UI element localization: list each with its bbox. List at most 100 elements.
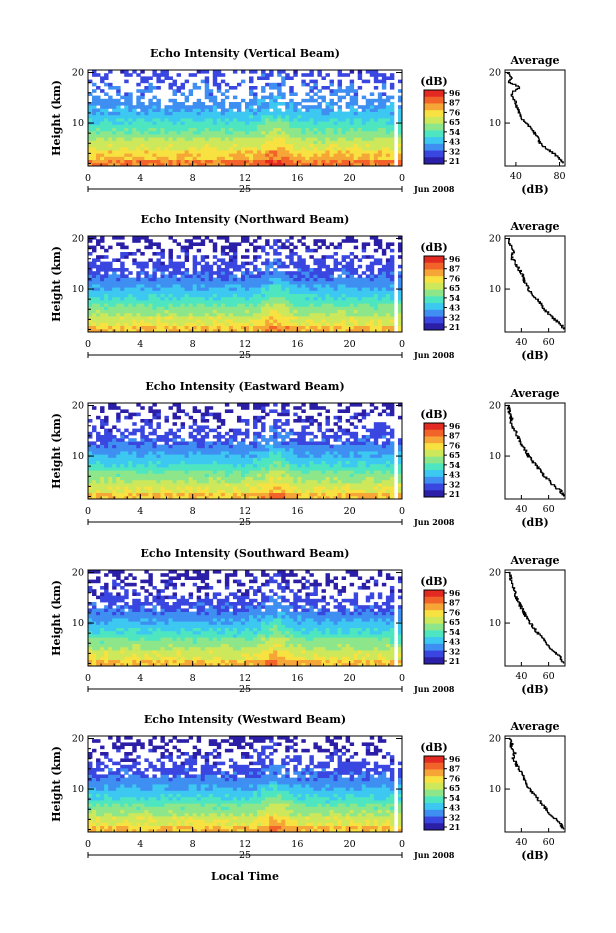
heatmap-cell [128,297,132,301]
x-tick-label: 16 [291,339,303,350]
heatmap-cell [213,287,217,291]
heatmap-cell [301,140,305,144]
heatmap-cell [334,489,338,493]
heatmap-cell [136,310,140,314]
heatmap-cell [326,470,330,474]
heatmap-cell [253,134,257,138]
heatmap-cell [334,92,338,96]
heatmap-cell [253,300,257,304]
heatmap-cell [209,284,213,288]
heatmap-cell [382,486,386,490]
heatmap-cell [281,131,285,135]
heatmap-cell [362,451,366,455]
heatmap-cell [366,144,370,148]
heatmap-cell [321,493,325,497]
heatmap [88,70,402,166]
heatmap-cell [249,477,253,481]
heatmap-cell [326,306,330,310]
heatmap-cell [241,457,245,461]
heatmap-cell [338,483,342,487]
heatmap-cell [92,457,96,461]
heatmap-cell [285,489,289,493]
heatmap-cell [120,284,124,288]
heatmap-cell [124,294,128,298]
heatmap-cell [334,319,338,323]
heatmap-cell [201,108,205,112]
heatmap-cell [96,470,100,474]
heatmap-cell [160,156,164,160]
heatmap-cell [120,118,124,122]
heatmap-cell [152,137,156,141]
heatmap-cell [245,144,249,148]
heatmap-cell [285,287,289,291]
heatmap-cell [217,294,221,298]
heatmap-cell [309,131,313,135]
heatmap-cell [201,105,205,109]
heatmap-cell [386,268,390,272]
heatmap-cell [273,102,277,106]
heatmap-cell [313,319,317,323]
heatmap-cell [185,96,189,100]
heatmap-cell [189,486,193,490]
heatmap-cell [128,278,132,282]
heatmap-cell [342,461,346,465]
average-x-tick-label: 80 [553,171,565,182]
heatmap-cell [370,134,374,138]
heatmap-cell [297,457,301,461]
heatmap-cell [201,319,205,323]
heatmap-cell [148,274,152,278]
heatmap-cell [128,128,132,132]
heatmap-cell [317,287,321,291]
heatmap-cell [92,124,96,128]
heatmap-cell [366,467,370,471]
heatmap-cell [112,473,116,477]
heatmap-cell [277,316,281,320]
colorbar-tick-label: 65 [449,283,460,293]
heatmap-cell [164,118,168,122]
heatmap-cell [265,96,269,100]
heatmap-cell [265,319,269,323]
heatmap-cell [177,156,181,160]
heatmap-cell [350,99,354,103]
heatmap-cell [120,297,124,301]
heatmap-cell [96,137,100,141]
heatmap-cell [330,284,334,288]
heatmap-cell [317,473,321,477]
heatmap-cell [334,294,338,298]
heatmap-cell [330,128,334,132]
heatmap-cell [225,454,229,458]
heatmap-cell [144,483,148,487]
heatmap-cell [374,128,378,132]
heatmap-cell [229,451,233,455]
heatmap-cell [148,131,152,135]
heatmap-cell [237,128,241,132]
heatmap-cell [326,271,330,275]
heatmap-cell [124,115,128,119]
heatmap-cell [132,470,136,474]
heatmap-cell [185,131,189,135]
heatmap-cell [301,128,305,132]
heatmap-cell [148,124,152,128]
heatmap-cell [382,140,386,144]
heatmap-cell [148,121,152,125]
average-y-tick-label: 10 [489,118,501,129]
heatmap-cell [334,150,338,154]
heatmap-cell [257,147,261,151]
heatmap-cell [173,239,177,243]
heatmap-cell [370,108,374,112]
heatmap-cell [313,83,317,87]
heatmap-cell [305,319,309,323]
heatmap-cell [124,303,128,307]
heatmap-cell [132,477,136,481]
heatmap-cell [277,112,281,116]
heatmap-cell [88,274,92,278]
heatmap-cell [374,150,378,154]
heatmap-cell [169,108,173,112]
heatmap-cell [241,310,245,314]
heatmap-cell [390,281,394,285]
heatmap-cell [197,242,201,246]
heatmap-cell [374,70,378,74]
heatmap-cell [386,451,390,455]
heatmap-cell [164,115,168,119]
heatmap-cell [354,108,358,112]
